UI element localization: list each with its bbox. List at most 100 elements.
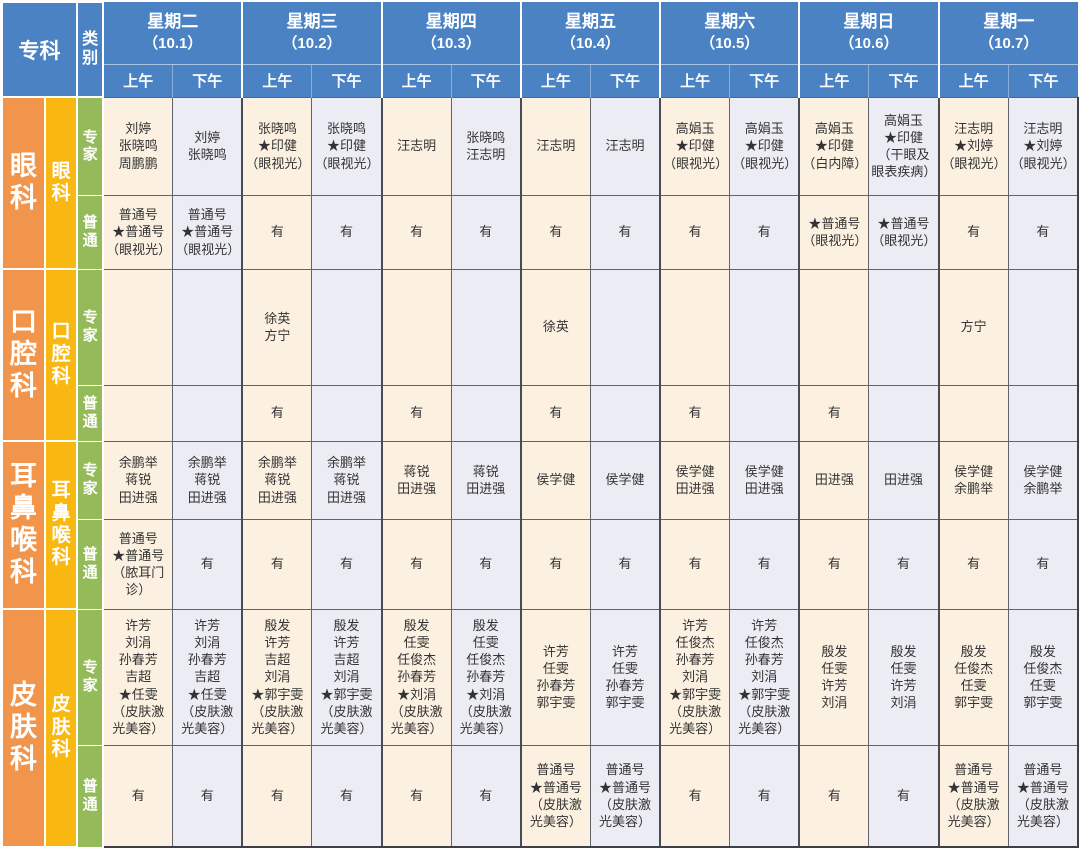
day-header-thu: 星期四 （10.3） bbox=[380, 2, 521, 65]
am-header: 上午 bbox=[102, 64, 173, 97]
schedule-cell: 有 bbox=[519, 384, 591, 442]
schedule-cell bbox=[380, 268, 452, 386]
schedule-cell: 普通号 ★普通号 （皮肤激光美容） bbox=[519, 744, 591, 848]
schedule-cell: 普通号 ★普通号 （眼视光） bbox=[172, 194, 243, 270]
specialty-label-eye: 眼科 bbox=[0, 96, 47, 270]
schedule-cell: 有 bbox=[1007, 518, 1079, 610]
day-header-wed: 星期三 （10.2） bbox=[241, 2, 382, 65]
schedule-cell: 侯学健 余鹏举 bbox=[937, 440, 1009, 520]
schedule-cell: 普通号 ★普通号 （脓耳门诊） bbox=[102, 518, 174, 610]
schedule-cell: 方宁 bbox=[937, 268, 1009, 386]
schedule-cell bbox=[172, 268, 243, 386]
schedule-cell bbox=[937, 384, 1009, 442]
schedule-cell: 有 bbox=[729, 744, 800, 848]
schedule-cell: 有 bbox=[798, 744, 870, 848]
schedule-cell: 有 bbox=[937, 194, 1009, 270]
schedule-cell: 有 bbox=[659, 194, 731, 270]
schedule-cell bbox=[659, 268, 731, 386]
schedule-cell bbox=[798, 268, 870, 386]
schedule-cell: 张晓鸣 汪志明 bbox=[450, 96, 522, 196]
schedule-cell: 刘婷 张晓鸣 bbox=[172, 96, 243, 196]
schedule-cell: 侯学健 余鹏举 bbox=[1007, 440, 1079, 520]
schedule-cell bbox=[1007, 384, 1079, 442]
pm-header: 下午 bbox=[172, 64, 243, 97]
schedule-cell: 殷发 任雯 任俊杰 孙春芳 ★刘涓 （皮肤激光美容） bbox=[380, 608, 452, 746]
schedule-cell bbox=[311, 268, 383, 386]
schedule-cell bbox=[172, 384, 243, 442]
schedule-cell: 有 bbox=[798, 518, 870, 610]
schedule-cell: 有 bbox=[172, 744, 243, 848]
schedule-cell: 有 bbox=[380, 194, 452, 270]
category-general: 普通 bbox=[76, 518, 105, 610]
day-header-mon: 星期一 （10.7） bbox=[937, 2, 1078, 65]
am-header: 上午 bbox=[380, 64, 452, 97]
am-header: 上午 bbox=[659, 64, 730, 97]
category-expert: 专家 bbox=[76, 96, 105, 196]
schedule-cell: 有 bbox=[380, 384, 452, 442]
pm-header: 下午 bbox=[1007, 64, 1078, 97]
specialty-label-derm: 皮肤科 bbox=[0, 608, 47, 848]
schedule-cell: 汪志明 ★刘婷 （眼视光） bbox=[1007, 96, 1079, 196]
schedule-cell: 普通号 ★普通号 （皮肤激光美容） bbox=[589, 744, 661, 848]
category-general: 普通 bbox=[76, 384, 105, 442]
pm-header: 下午 bbox=[450, 64, 521, 97]
day-name: 星期日 bbox=[843, 12, 895, 32]
schedule-cell bbox=[589, 384, 661, 442]
schedule-cell: 高娟玉 ★印健 （眼视光） bbox=[659, 96, 731, 196]
schedule-cell: 有 bbox=[519, 194, 591, 270]
category-expert: 专家 bbox=[76, 608, 105, 746]
schedule-cell: 有 bbox=[241, 384, 313, 442]
schedule-cell: 徐英 方宁 bbox=[241, 268, 313, 386]
schedule-cell: ★普通号 （眼视光） bbox=[798, 194, 870, 270]
schedule-cell: 殷发 任雯 许芳 刘涓 bbox=[798, 608, 870, 746]
schedule-cell: 许芳 任雯 孙春芳 郭宇雯 bbox=[589, 608, 661, 746]
schedule-cell: 许芳 刘涓 孙春芳 吉超 ★任雯 （皮肤激光美容） bbox=[172, 608, 243, 746]
schedule-cell: 殷发 许芳 吉超 刘涓 ★郭宇雯 （皮肤激光美容） bbox=[241, 608, 313, 746]
category-expert: 专家 bbox=[76, 440, 105, 520]
schedule-cell: 有 bbox=[729, 194, 800, 270]
specialty-label-dental: 口腔科 bbox=[0, 268, 47, 442]
schedule-cell: 蒋锐 田进强 bbox=[380, 440, 452, 520]
specialty-sublabel-dental: 口腔科 bbox=[44, 268, 79, 442]
schedule-cell: 有 bbox=[1007, 194, 1079, 270]
schedule-cell: 田进强 bbox=[868, 440, 940, 520]
schedule-cell: 侯学健 bbox=[589, 440, 661, 520]
schedule-cell bbox=[1007, 268, 1079, 386]
schedule-cell: 许芳 任俊杰 孙春芳 刘涓 ★郭宇雯 （皮肤激光美容） bbox=[659, 608, 731, 746]
schedule-cell: 余鹏举 蒋锐 田进强 bbox=[172, 440, 243, 520]
schedule-cell: 张晓鸣 ★印健 （眼视光） bbox=[311, 96, 383, 196]
schedule-cell: 有 bbox=[311, 744, 383, 848]
specialty-sublabel-ent: 耳鼻喉科 bbox=[44, 440, 79, 610]
day-header-tue: 星期二 （10.1） bbox=[102, 2, 243, 65]
schedule-cell: 有 bbox=[450, 194, 522, 270]
schedule-cell: 许芳 刘涓 孙春芳 吉超 ★任雯 （皮肤激光美容） bbox=[102, 608, 174, 746]
schedule-cell: 有 bbox=[798, 384, 870, 442]
category-expert: 专家 bbox=[76, 268, 105, 386]
day-header-sat: 星期六 （10.5） bbox=[659, 2, 800, 65]
schedule-cell: 有 bbox=[172, 518, 243, 610]
schedule-cell: 汪志明 bbox=[519, 96, 591, 196]
pm-header: 下午 bbox=[311, 64, 382, 97]
schedule-cell bbox=[450, 384, 522, 442]
schedule-cell bbox=[450, 268, 522, 386]
schedule-cell: 许芳 任俊杰 孙春芳 刘涓 ★郭宇雯 （皮肤激光美容） bbox=[729, 608, 800, 746]
schedule-cell: 侯学健 田进强 bbox=[659, 440, 731, 520]
schedule-cell: 有 bbox=[659, 744, 731, 848]
schedule-cell: 汪志明 bbox=[380, 96, 452, 196]
schedule-cell: 有 bbox=[450, 744, 522, 848]
schedule-cell: 殷发 任雯 许芳 刘涓 bbox=[868, 608, 940, 746]
schedule-cell: 有 bbox=[311, 194, 383, 270]
schedule-cell: 有 bbox=[450, 518, 522, 610]
schedule-cell bbox=[729, 268, 800, 386]
schedule-cell: 有 bbox=[380, 744, 452, 848]
pm-header: 下午 bbox=[868, 64, 939, 97]
day-name: 星期四 bbox=[425, 12, 477, 32]
day-name: 星期六 bbox=[704, 12, 756, 32]
schedule-cell: 余鹏举 蒋锐 田进强 bbox=[241, 440, 313, 520]
schedule-cell: 有 bbox=[659, 384, 731, 442]
schedule-cell bbox=[868, 384, 940, 442]
schedule-cell: 侯学健 田进强 bbox=[729, 440, 800, 520]
schedule-cell: 有 bbox=[102, 744, 174, 848]
schedule-cell: 蒋锐 田进强 bbox=[450, 440, 522, 520]
schedule-cell: 侯学健 bbox=[519, 440, 591, 520]
